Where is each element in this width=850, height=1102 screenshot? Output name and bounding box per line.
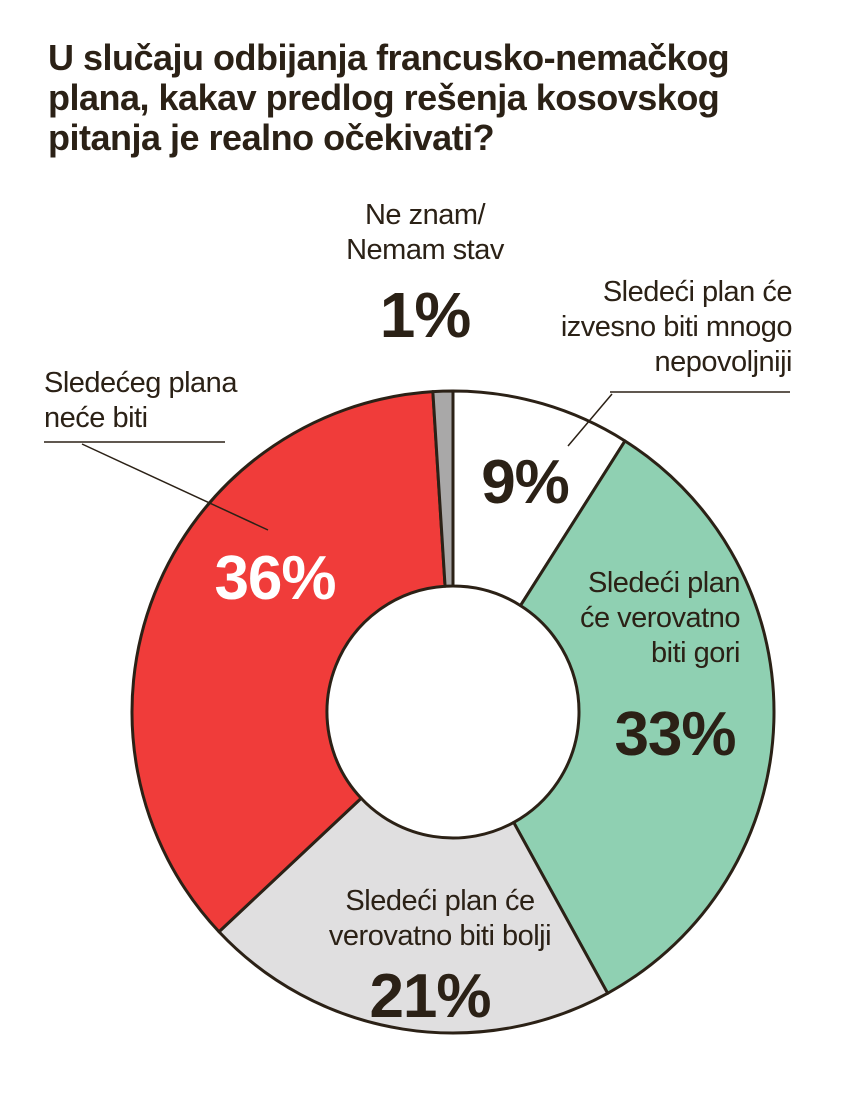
value-label-probably-better: 21%: [369, 962, 491, 1031]
slice-probably-worse: [512, 439, 776, 995]
label-probably-better: Sledeći plan će verovatno biti bolji: [328, 885, 552, 952]
label-much-worse: Sledeći plan će izvesno biti mnogo nepov…: [560, 276, 793, 378]
value-label-no-plan: 36%: [214, 544, 336, 613]
label-no-plan: Sledećeg plana neće biti: [44, 367, 237, 434]
slice-not-know: [431, 389, 455, 588]
slice-probably-better: [217, 796, 610, 1035]
value-label-not-know: 1%: [379, 279, 472, 351]
leader-line-no-plan-diag: [81, 443, 269, 531]
leader-line-much-worse-diag: [567, 393, 613, 447]
slice-much-worse: [451, 389, 627, 608]
label-probably-worse: Sledeći plan će verovatno biti gori: [579, 567, 741, 669]
label-not-know: Ne znam/ Nemam stav: [346, 199, 504, 266]
slice-no-plan: [130, 390, 447, 934]
value-label-probably-worse: 33%: [614, 700, 736, 769]
value-label-much-worse: 9%: [481, 448, 570, 517]
chart-title: U slučaju odbijanja francusko-nemačkog p…: [48, 37, 730, 158]
